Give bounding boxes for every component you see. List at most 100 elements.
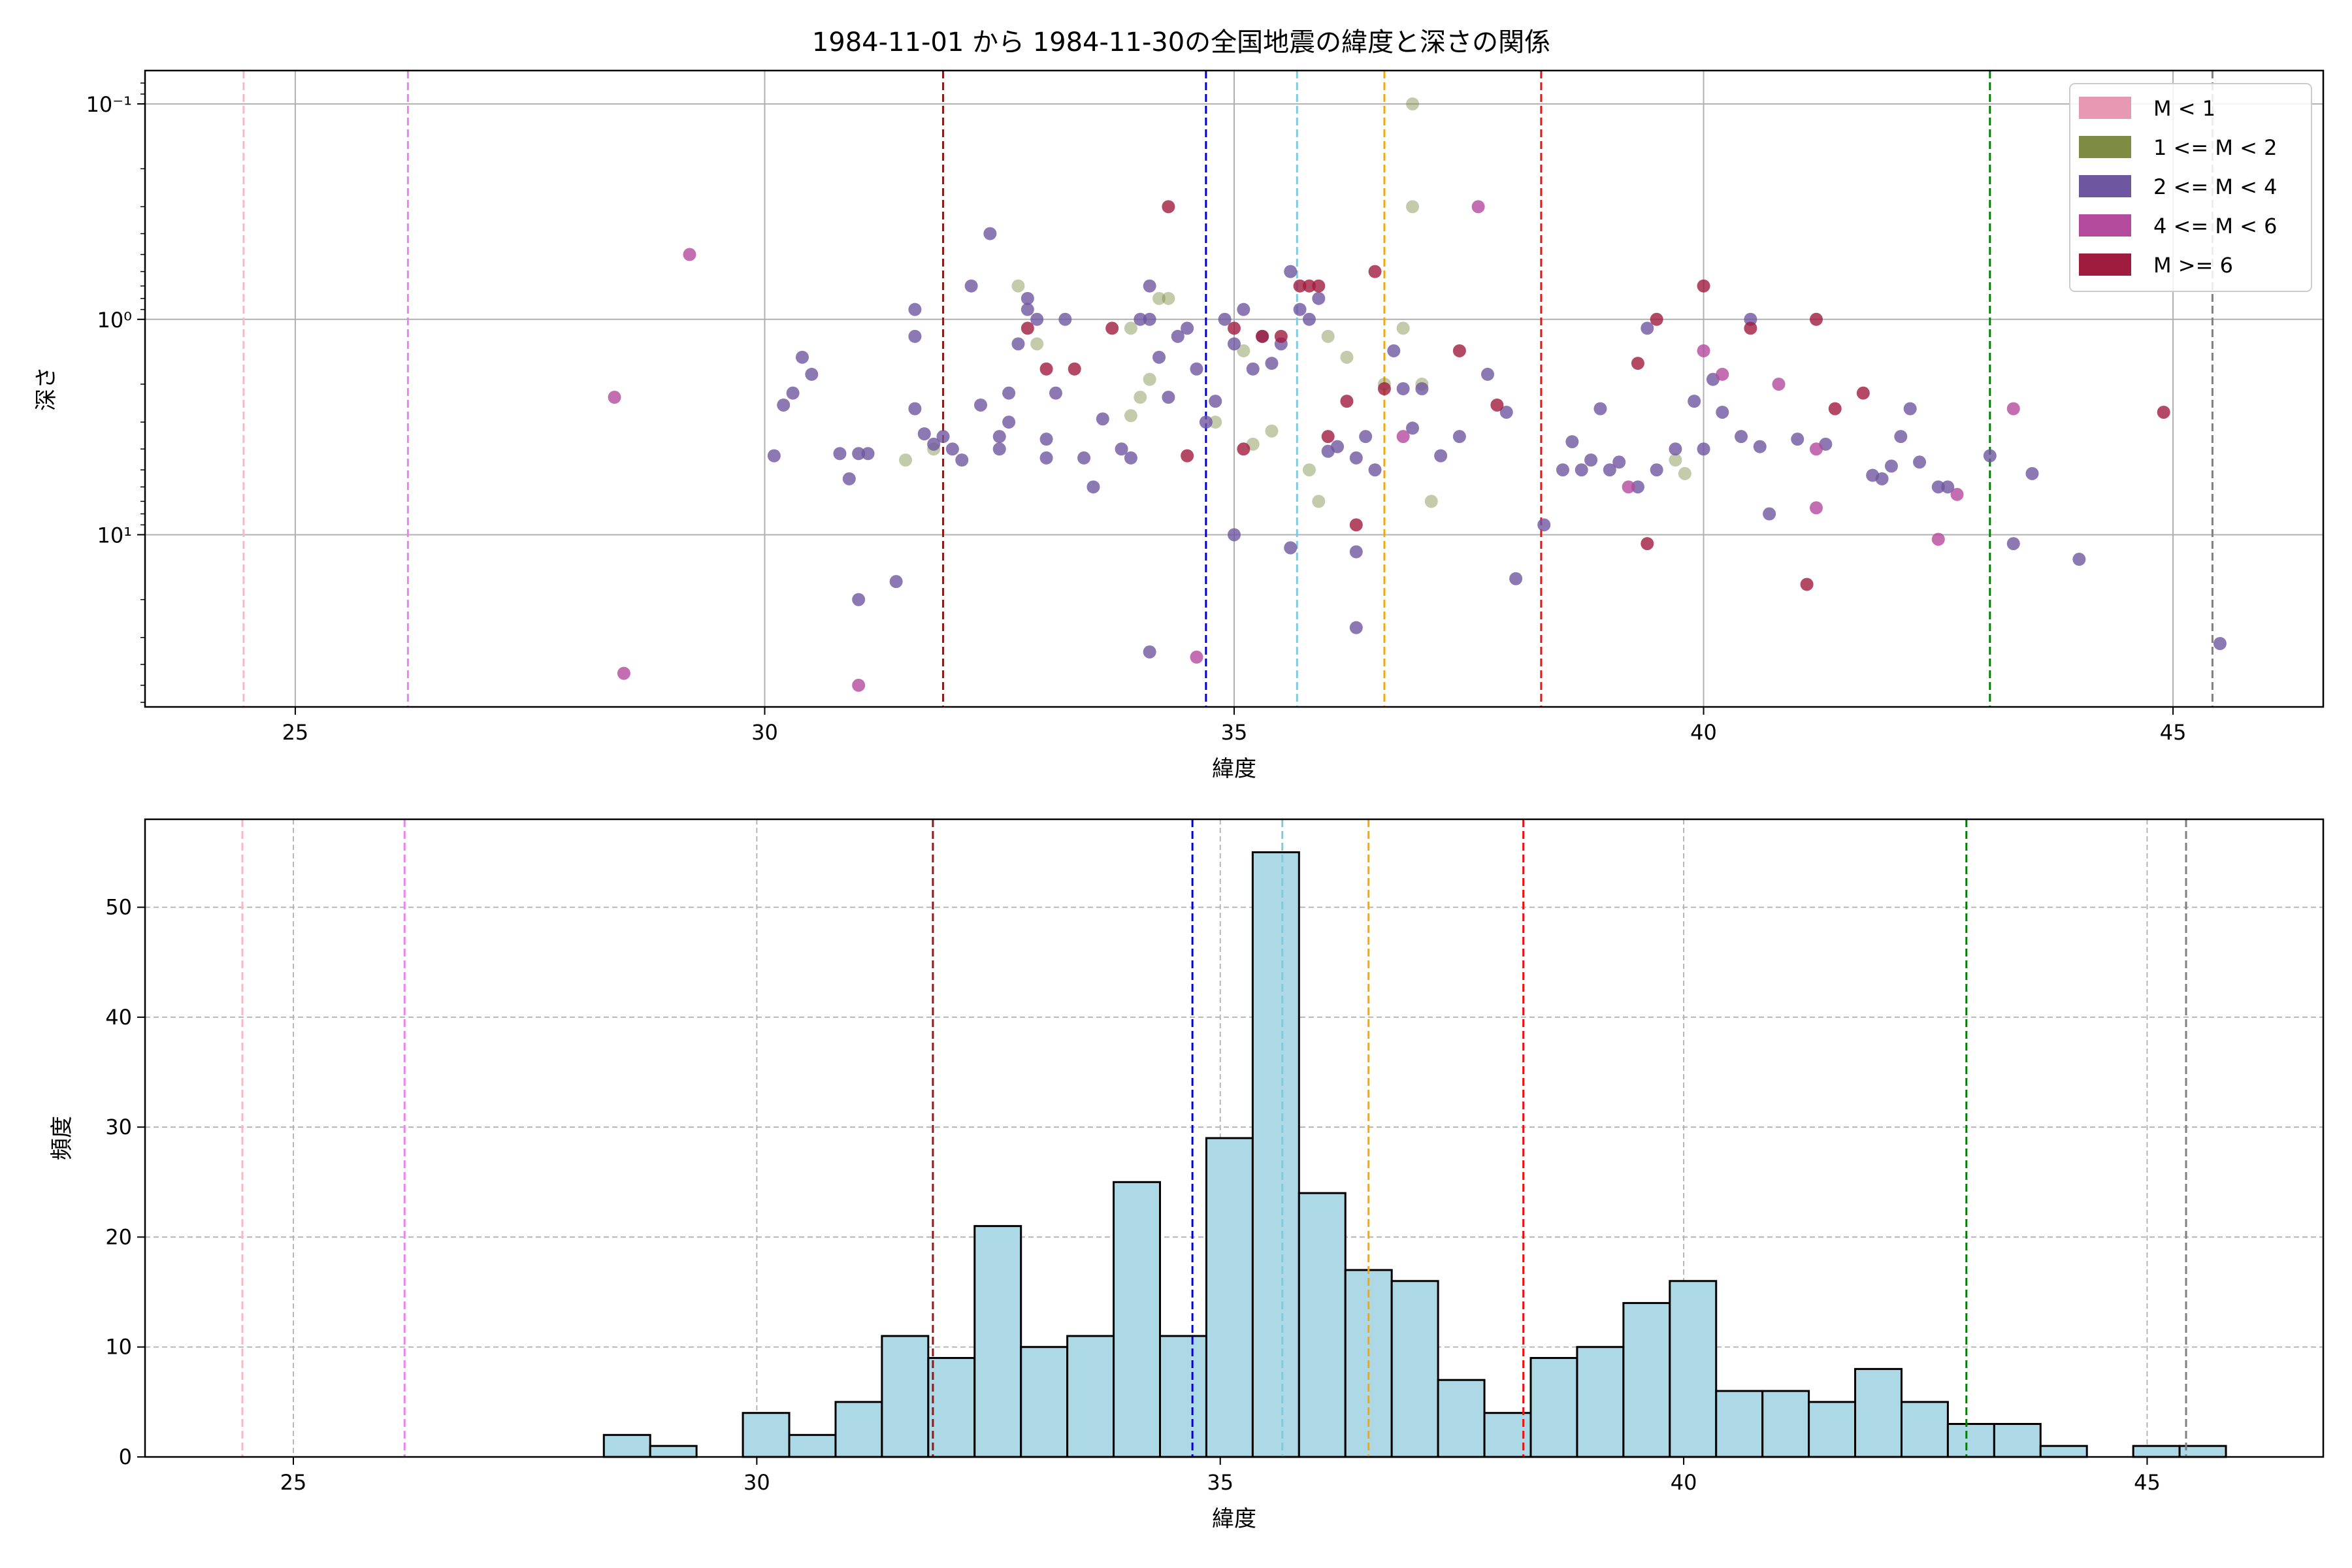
scatter-point-s1-1 (1030, 337, 1044, 351)
scatter-xtick-label-2: 35 (1221, 720, 1248, 745)
scatter-point-s2-11 (908, 329, 922, 343)
scatter-point-s2-33 (1058, 312, 1072, 326)
scatter-point-s4-5 (1181, 449, 1194, 463)
scatter-point-s2-75 (1556, 463, 1569, 477)
hist-bar-6 (881, 1335, 930, 1458)
scatter-point-s2-14 (917, 427, 931, 440)
hist-bar-30 (1993, 1423, 2042, 1458)
scatter-point-s2-40 (1143, 312, 1156, 326)
scatter-point-s2-32 (1049, 386, 1062, 400)
scatter-point-s2-92 (1753, 440, 1767, 453)
scatter-point-s1-4 (1143, 372, 1156, 386)
scatter-point-s2-98 (1884, 459, 1898, 473)
scatter-point-s2-31 (1039, 451, 1053, 465)
scatter-point-s1-16 (1396, 321, 1410, 335)
scatter-point-s2-109 (1143, 645, 1156, 659)
scatter-point-s2-81 (1612, 455, 1626, 469)
scatter-point-s1-18 (1406, 200, 1420, 214)
scatter-ytick-label-1: 10⁰ (97, 308, 132, 333)
scatter-point-s2-83 (1641, 321, 1654, 335)
scatter-point-s4-25 (2157, 405, 2170, 419)
hist-bar-10 (1066, 1335, 1115, 1458)
scatter-point-s2-16 (936, 430, 950, 444)
hist-bar-22 (1622, 1301, 1671, 1458)
hist-ytick-label-5: 50 (105, 895, 132, 920)
scatter-point-s1-6 (1162, 291, 1175, 305)
hist-ytick-label-2: 20 (105, 1224, 132, 1249)
hist-bar-28 (1900, 1401, 1949, 1458)
scatter-point-s1-25 (1124, 409, 1137, 423)
scatter-point-s2-38 (1124, 451, 1137, 465)
hist-bar-15 (1298, 1192, 1347, 1458)
scatter-xtick-label-4: 45 (2160, 720, 2187, 745)
scatter-point-s2-76 (1565, 435, 1579, 449)
legend-swatch-1 (2079, 136, 2131, 158)
scatter-point-s3-10 (1772, 378, 1786, 391)
scatter-legend (2069, 83, 2312, 292)
scatter-point-s2-106 (2025, 466, 2039, 480)
scatter-point-s1-8 (1237, 344, 1250, 357)
scatter-point-s1-10 (1265, 424, 1279, 438)
hist-ytick-label-3: 30 (105, 1115, 132, 1139)
scatter-ytick-label-0: 10⁻¹ (86, 92, 132, 117)
hist-ytick-label-0: 0 (119, 1445, 132, 1469)
scatter-point-s2-47 (1199, 416, 1213, 429)
scatter-point-s4-14 (1452, 344, 1466, 357)
scatter-point-s2-18 (955, 453, 969, 467)
scatter-point-s2-30 (1039, 433, 1053, 446)
scatter-point-s3-6 (1471, 200, 1485, 214)
scatter-point-s4-27 (1302, 279, 1316, 293)
hist-xtick-label-3: 40 (1671, 1470, 1697, 1495)
hist-bar-0 (602, 1433, 651, 1458)
hist-ylabel: 頻度 (49, 1116, 75, 1160)
scatter-point-s2-17 (945, 442, 959, 456)
scatter-point-s2-48 (1209, 395, 1222, 408)
scatter-point-s2-99 (1894, 430, 1908, 444)
scatter-point-s4-23 (1828, 402, 1842, 416)
scatter-point-s2-27 (1021, 291, 1034, 305)
histogram-panel: 25 30 35 40 45 0 10 20 30 40 50 緯度 頻度 (49, 818, 2325, 1532)
hist-bar-29 (1946, 1423, 1995, 1458)
scatter-point-s4-19 (1697, 279, 1710, 293)
legend-label-4: M >= 6 (2153, 253, 2233, 278)
scatter-point-s2-63 (1359, 430, 1373, 444)
figure-title: 1984-11-01 から 1984-11-30の全国地震の緯度と深さの関係 (812, 27, 1550, 57)
scatter-point-s2-111 (1228, 528, 1241, 542)
scatter-point-s2-93 (1763, 507, 1776, 521)
legend-swatch-2 (2079, 175, 2131, 197)
scatter-point-s2-26 (1011, 337, 1025, 351)
scatter-point-s2-46 (1190, 362, 1203, 376)
legend-label-2: 2 <= M < 4 (2153, 174, 2277, 199)
hist-bar-14 (1251, 851, 1300, 1458)
scatter-point-s1-11 (1302, 463, 1316, 477)
scatter-point-s2-72 (1499, 405, 1513, 419)
scatter-point-s2-21 (983, 227, 997, 240)
scatter-point-s2-41 (1143, 279, 1156, 293)
scatter-point-s4-17 (1641, 537, 1654, 551)
scatter-point-s4-26 (1312, 279, 1326, 293)
scatter-point-s2-56 (1284, 265, 1298, 278)
scatter-xtick-label-1: 30 (751, 720, 778, 745)
scatter-point-s2-112 (1284, 541, 1298, 555)
hist-bar-25 (1761, 1390, 1810, 1458)
hist-bar-24 (1715, 1390, 1764, 1458)
scatter-point-s1-21 (899, 453, 913, 467)
scatter-point-s2-74 (1537, 518, 1551, 532)
scatter-point-s2-79 (1593, 402, 1607, 416)
scatter-point-s3-9 (1716, 367, 1729, 381)
scatter-point-s2-78 (1584, 453, 1598, 467)
scatter-point-s2-65 (1387, 344, 1401, 357)
scatter-point-s4-28 (1256, 329, 1269, 343)
scatter-point-s2-103 (1941, 480, 1955, 494)
scatter-point-s2-20 (973, 398, 987, 412)
scatter-point-s4-3 (1105, 321, 1119, 335)
scatter-ytick-label-2: 10¹ (97, 523, 132, 547)
scatter-point-s4-0 (1021, 321, 1034, 335)
scatter-point-s2-12 (908, 302, 922, 316)
scatter-point-s2-28 (1021, 302, 1034, 316)
scatter-point-s3-12 (1931, 532, 1945, 546)
scatter-point-s2-1 (777, 398, 791, 412)
scatter-point-s4-20 (1744, 321, 1757, 335)
scatter-point-s2-4 (805, 367, 819, 381)
scatter-point-s2-97 (1875, 472, 1889, 485)
